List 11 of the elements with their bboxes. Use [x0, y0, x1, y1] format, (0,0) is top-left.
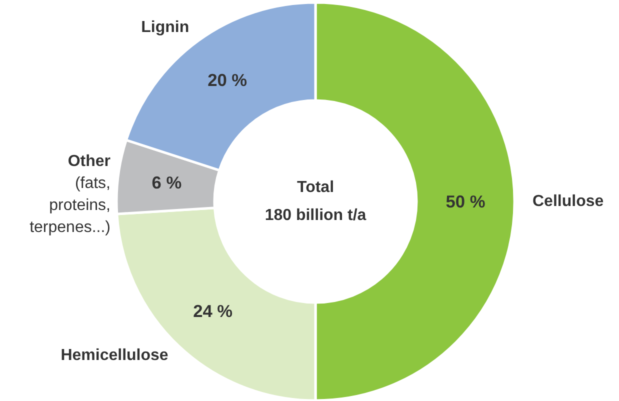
- data-label: 50 %: [446, 192, 486, 212]
- text: 180 billion t/a: [264, 207, 366, 224]
- slice-label: Cellulose: [532, 193, 604, 210]
- data-label: 6 %: [152, 172, 182, 193]
- text: Total: [296, 179, 334, 196]
- slice-label: Other: [68, 153, 110, 170]
- data-label: 20 %: [208, 70, 248, 90]
- slice-label: Lignin: [141, 19, 190, 36]
- slice-label: Hemicellulose: [60, 347, 168, 364]
- text: (fats, proteins, terpenes...): [30, 175, 111, 236]
- data-label: 24 %: [193, 300, 233, 321]
